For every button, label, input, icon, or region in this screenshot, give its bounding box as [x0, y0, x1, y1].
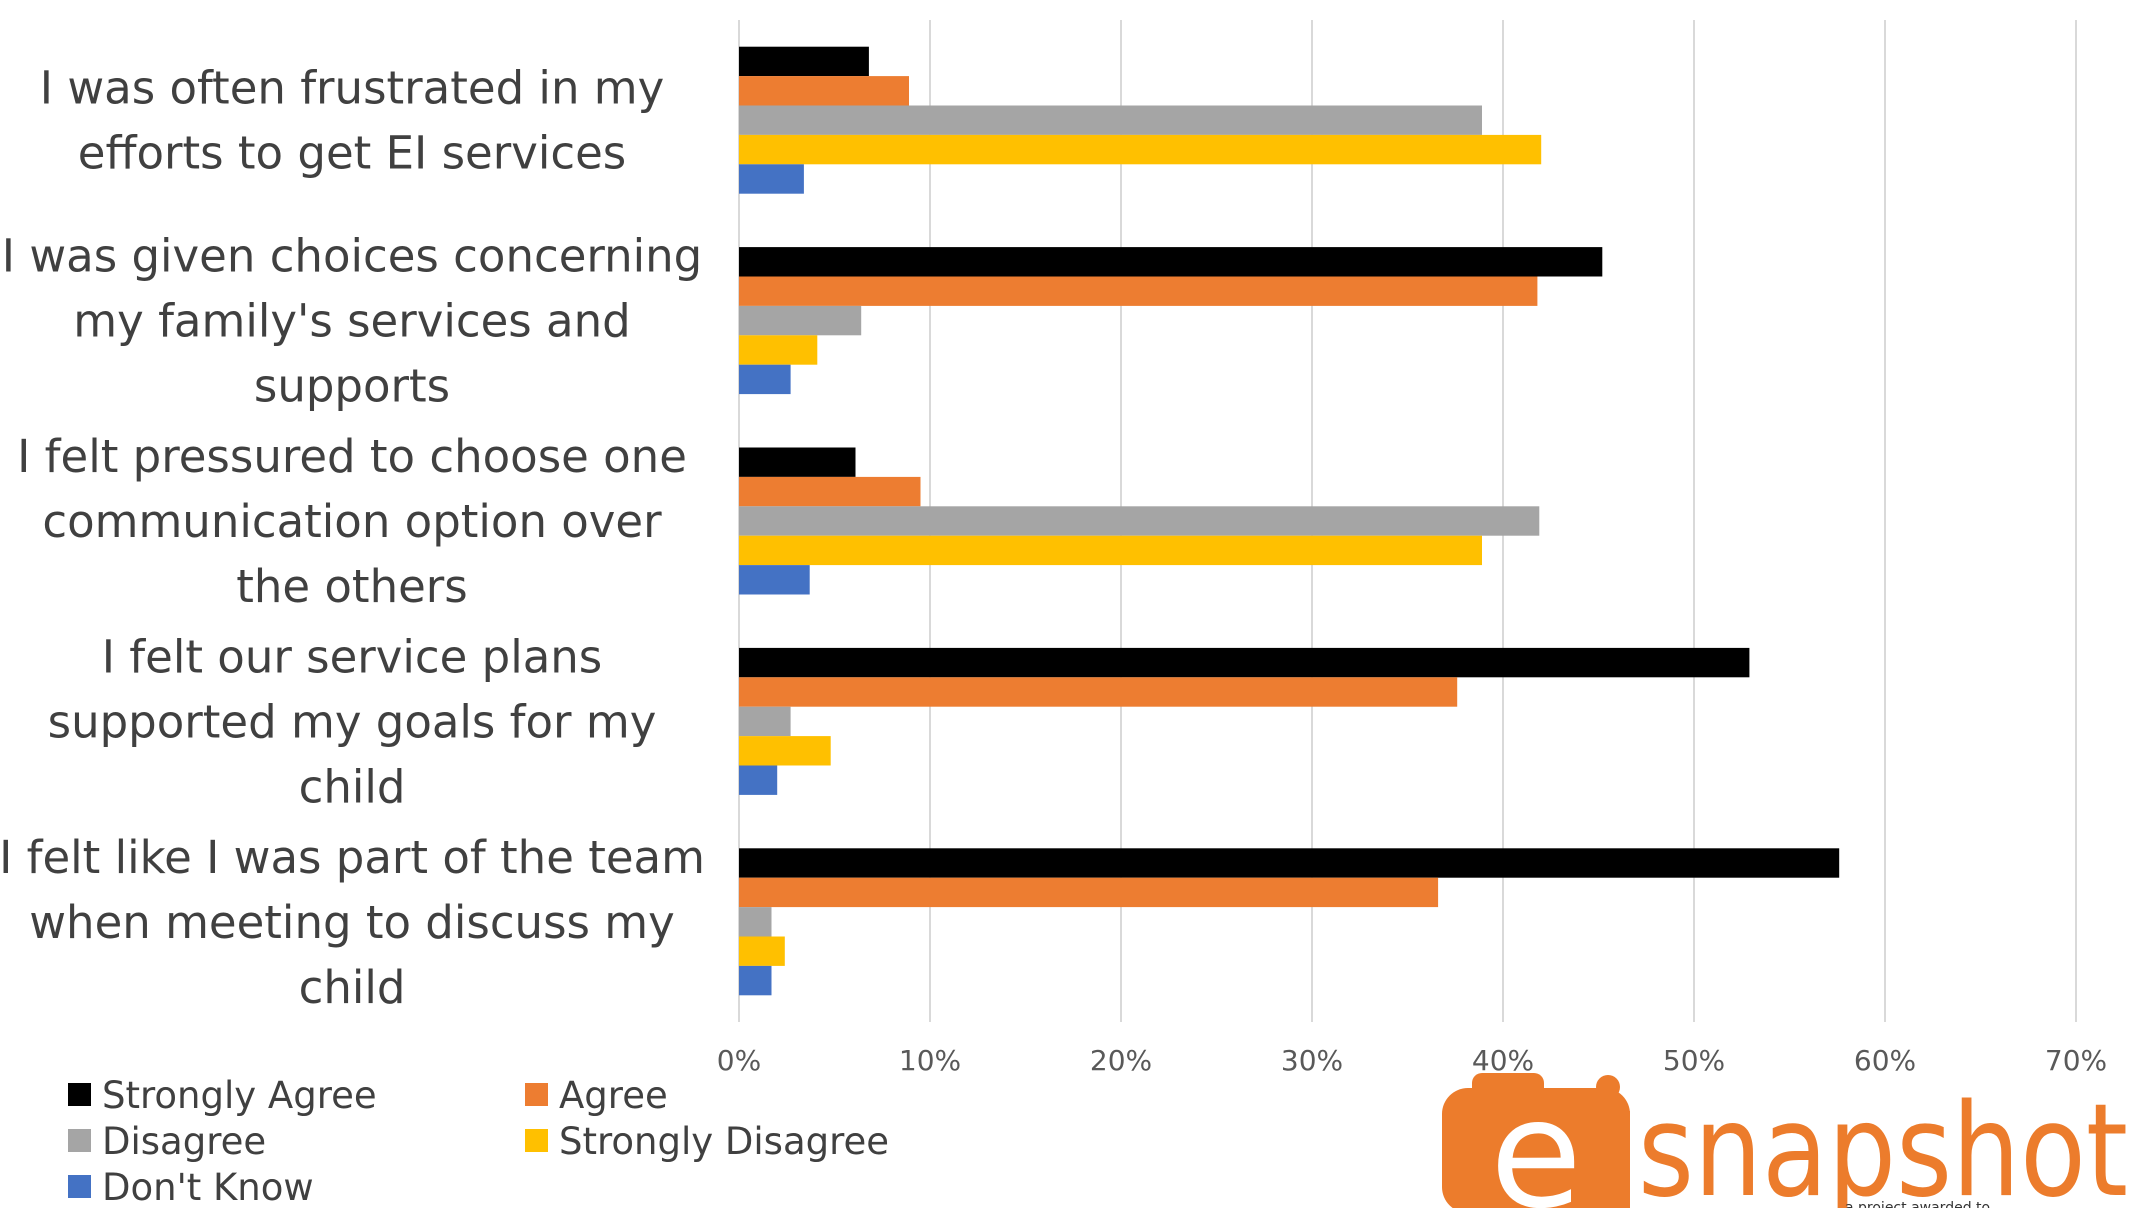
bar-strongly-agree — [739, 848, 1840, 878]
category-label-line: efforts to get EI services — [78, 127, 626, 180]
legend-label: Don't Know — [102, 1166, 314, 1208]
x-tick-label: 30% — [1281, 1044, 1343, 1077]
logo-flash — [1596, 1075, 1620, 1099]
category-label-line: I felt like I was part of the team — [0, 831, 705, 884]
legend-swatch — [525, 1083, 548, 1106]
x-tick-label: 70% — [2045, 1044, 2107, 1077]
bar-disagree — [739, 706, 791, 737]
legend-label: Agree — [559, 1074, 668, 1117]
bars — [739, 46, 1840, 996]
category-labels: I was often frustrated in my efforts to g… — [0, 62, 705, 1014]
category-label-line: I felt our service plans — [102, 630, 603, 683]
x-tick-label: 10% — [899, 1044, 961, 1077]
legend-label: Strongly Disagree — [559, 1120, 889, 1163]
legend-swatch — [68, 1083, 91, 1106]
category-label-line: supports — [254, 360, 450, 413]
bar-don-t-know — [739, 565, 810, 595]
bar-don-t-know — [739, 765, 778, 795]
bar-disagree — [739, 506, 1540, 536]
category-label-line: I felt pressured to choose one — [17, 430, 687, 483]
legend-swatch — [68, 1129, 91, 1152]
x-tick-label: 40% — [1472, 1044, 1534, 1077]
bar-agree — [739, 76, 909, 106]
bar-strongly-disagree — [739, 535, 1482, 566]
bar-strongly-agree — [739, 647, 1750, 678]
bar-disagree — [739, 305, 862, 336]
logo-letter-e: e — [1490, 1068, 1582, 1208]
category-label-line: I was often frustrated in my — [40, 62, 664, 115]
x-tick-label: 0% — [717, 1044, 761, 1077]
bar-strongly-disagree — [739, 736, 831, 766]
bar-agree — [739, 677, 1458, 707]
legend-swatch — [68, 1175, 91, 1198]
bar-strongly-agree — [739, 247, 1603, 277]
logo-camera-top — [1472, 1073, 1544, 1101]
logo-tagline: a project awarded to — [1845, 1200, 1990, 1208]
legend: Strongly Agree Agree Disagree Strongly Disa… — [68, 1074, 889, 1208]
category-label-line: supported my goals for my — [48, 695, 657, 748]
bar-strongly-disagree — [739, 936, 785, 966]
legend-label: Strongly Agree — [102, 1074, 377, 1117]
bar-agree — [739, 276, 1538, 306]
bar-disagree — [739, 907, 772, 937]
bar-strongly-disagree — [739, 335, 818, 365]
category-label-line: child — [299, 760, 406, 813]
legend-swatch — [525, 1129, 548, 1152]
ei-snapshot-logo: e snapshot a project awarded to — [1442, 1068, 2128, 1208]
bar-strongly-disagree — [739, 134, 1542, 165]
category-label-line: my family's services and — [73, 295, 630, 348]
legend-label: Disagree — [102, 1120, 266, 1163]
bar-disagree — [739, 105, 1482, 135]
bar-don-t-know — [739, 364, 791, 395]
bar-agree — [739, 877, 1439, 908]
x-tick-label: 50% — [1663, 1044, 1725, 1077]
category-label-line: communication option over — [42, 495, 662, 548]
category-label-line: I was given choices concerning — [2, 230, 702, 283]
logo-camera-body — [1442, 1088, 1630, 1208]
category-label-line: child — [299, 961, 406, 1014]
logo-letter-i — [1612, 1111, 1630, 1208]
x-axis-tick-labels: 0% 10% 20% 30% 40% 50% 60% 70% — [717, 1044, 2107, 1077]
x-tick-label: 20% — [1090, 1044, 1152, 1077]
category-label-line: when meeting to discuss my — [29, 896, 675, 949]
logo-wordmark: snapshot — [1638, 1077, 2128, 1208]
bar-strongly-agree — [739, 447, 856, 477]
x-tick-label: 60% — [1854, 1044, 1916, 1077]
bar-strongly-agree — [739, 46, 869, 77]
bar-agree — [739, 476, 921, 507]
bar-don-t-know — [739, 164, 804, 194]
bar-don-t-know — [739, 965, 772, 996]
category-label-line: the others — [236, 560, 467, 613]
